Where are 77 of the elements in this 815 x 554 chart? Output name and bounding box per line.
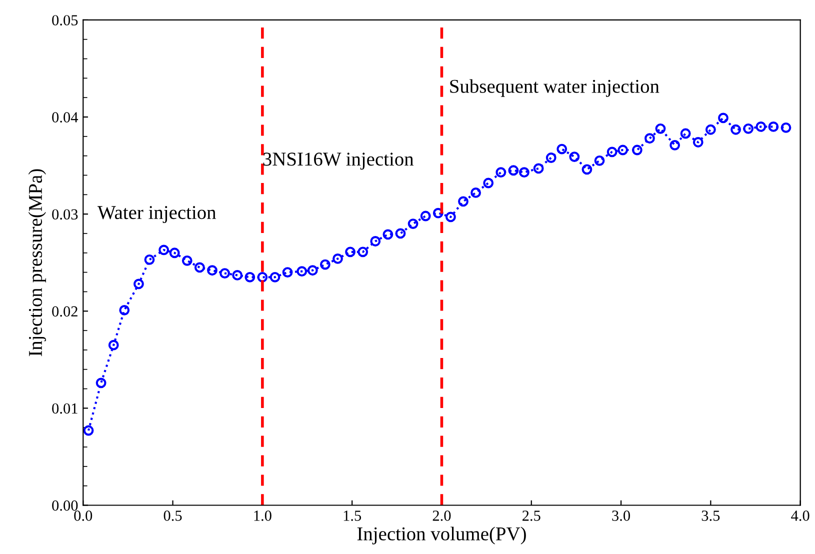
point — [705, 124, 716, 135]
point — [632, 144, 642, 156]
point — [370, 236, 381, 246]
point — [618, 144, 628, 156]
point — [483, 178, 494, 188]
point — [108, 340, 119, 350]
point — [382, 229, 394, 240]
x-tick-label: 0.5 — [164, 510, 182, 521]
point — [692, 137, 704, 148]
x-tick-label: 0.0 — [74, 510, 92, 521]
point — [458, 196, 468, 207]
x-tick-label: 2.0 — [432, 510, 451, 521]
point — [270, 272, 280, 282]
annotation: Subsequent water injection — [450, 79, 660, 97]
point — [194, 262, 205, 273]
point — [496, 167, 506, 178]
point — [730, 124, 741, 135]
point — [83, 425, 94, 436]
point — [169, 248, 180, 258]
point — [594, 155, 605, 166]
point — [644, 133, 655, 144]
point — [768, 122, 779, 132]
point — [556, 144, 568, 154]
y-tick-label: 0.01 — [52, 403, 78, 414]
point — [320, 259, 330, 270]
x-tick-label: 3.5 — [702, 510, 720, 521]
x-tick-label: 4.0 — [791, 510, 810, 521]
point — [670, 140, 680, 150]
point — [182, 255, 192, 266]
point — [445, 212, 456, 222]
point — [680, 128, 691, 139]
point — [144, 254, 155, 265]
point — [546, 152, 556, 163]
point — [756, 122, 766, 132]
point — [508, 165, 519, 176]
x-tick-label: 2.5 — [522, 510, 540, 521]
annotation: 3NSI16W injection — [263, 152, 414, 170]
point — [606, 146, 618, 158]
point — [395, 228, 406, 239]
point — [518, 167, 530, 178]
point — [718, 112, 728, 124]
point — [332, 254, 343, 264]
point — [655, 123, 666, 134]
point — [220, 268, 230, 278]
y-tick-label: 0.00 — [52, 500, 78, 511]
y-tick-label: 0.04 — [52, 112, 78, 123]
point — [207, 265, 218, 276]
x-axis-title: Injection volume(PV) — [357, 526, 526, 544]
point — [582, 164, 592, 175]
point — [743, 123, 754, 134]
point — [420, 210, 431, 222]
annotation: Water injection — [97, 206, 216, 224]
point — [780, 122, 792, 133]
y-axis-title: Injection pressure(MPa) — [28, 169, 46, 356]
y-tick-label: 0.05 — [52, 15, 78, 26]
x-tick-label: 1.5 — [344, 510, 362, 521]
point — [232, 270, 243, 280]
x-tick-label: 3.0 — [612, 510, 630, 521]
point — [158, 244, 170, 256]
point — [533, 163, 544, 174]
y-tick-label: 0.02 — [52, 306, 78, 317]
point — [244, 272, 256, 282]
point — [257, 272, 268, 282]
y-tick-label: 0.03 — [52, 209, 78, 220]
point — [470, 188, 482, 198]
point — [569, 152, 580, 162]
point — [432, 208, 444, 218]
point — [96, 378, 106, 388]
x-tick-label: 1.0 — [254, 510, 272, 521]
point — [358, 246, 368, 258]
point — [307, 265, 318, 276]
point — [345, 246, 356, 258]
point — [134, 278, 144, 290]
point — [296, 266, 308, 277]
point — [119, 304, 130, 316]
point — [408, 218, 418, 229]
point — [282, 267, 293, 278]
